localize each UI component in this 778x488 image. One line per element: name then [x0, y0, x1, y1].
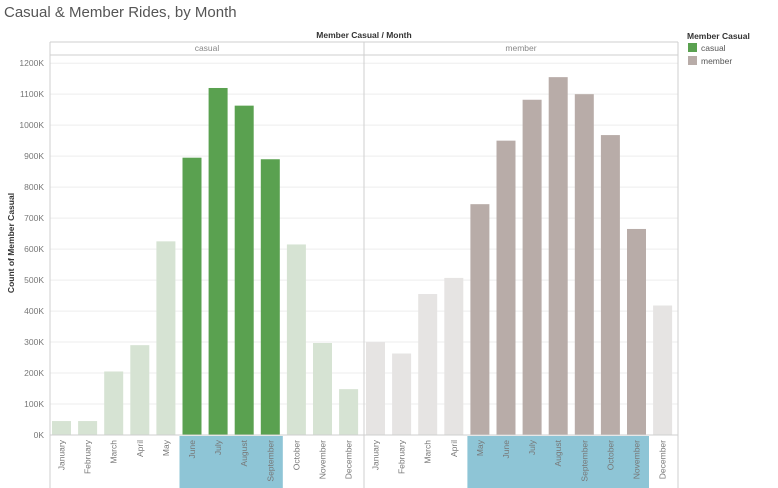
month-highlight-bands	[179, 436, 649, 488]
month-label: November	[632, 440, 642, 479]
bar-member-march	[418, 294, 438, 435]
month-label: August	[239, 439, 249, 466]
month-label: April	[449, 440, 459, 457]
column-header: Member Casual / Month	[316, 30, 411, 40]
y-tick-label: 100K	[24, 399, 44, 409]
bar-casual-march	[104, 371, 124, 435]
month-label: November	[318, 440, 328, 479]
month-label: February	[83, 439, 93, 474]
chart-title: Casual & Member Rides, by Month	[4, 4, 237, 21]
bar-member-june	[496, 140, 516, 435]
y-axis-title: Count of Member Casual	[6, 193, 16, 293]
bar-member-january	[366, 342, 385, 435]
bar-member-july	[522, 99, 542, 435]
bar-member-november	[627, 228, 646, 435]
panel-labels: casual member	[195, 43, 537, 53]
y-tick-label: 300K	[24, 337, 44, 347]
y-tick-label: 600K	[24, 244, 44, 254]
bar-casual-june	[182, 157, 202, 435]
month-label: June	[501, 440, 511, 459]
bar-casual-october	[286, 244, 306, 435]
bar-member-september	[574, 94, 594, 435]
y-tick-label: 200K	[24, 368, 44, 378]
month-label: October	[605, 440, 615, 470]
bars	[52, 77, 673, 436]
bar-casual-january	[52, 421, 71, 435]
bar-casual-december	[339, 389, 359, 435]
y-tick-label: 800K	[24, 182, 44, 192]
y-tick-label: 0K	[34, 430, 45, 440]
month-label: July	[527, 439, 537, 455]
month-label: May	[161, 439, 171, 456]
bar-member-february	[392, 353, 412, 435]
y-tick-label: 1000K	[19, 120, 44, 130]
y-tick-label: 900K	[24, 151, 44, 161]
month-label: July	[213, 439, 223, 455]
month-label: January	[57, 439, 67, 470]
month-label: September	[265, 440, 275, 482]
month-label: March	[109, 440, 119, 464]
bar-member-april	[444, 277, 464, 435]
legend-label-casual: casual	[701, 43, 726, 53]
month-label: June	[187, 440, 197, 459]
month-highlight-band	[179, 436, 283, 488]
bar-casual-november	[313, 342, 332, 435]
y-axis-ticks: 0K 100K 200K 300K 400K 500K 600K 700K 800K 900K 10…	[19, 58, 44, 440]
legend-swatch-casual	[688, 43, 697, 52]
month-label: April	[135, 440, 145, 457]
bar-casual-september	[260, 159, 280, 435]
month-label: December	[344, 440, 354, 479]
bar-casual-april	[130, 345, 150, 435]
y-tick-label: 500K	[24, 275, 44, 285]
month-label: February	[397, 439, 407, 474]
month-label: October	[291, 440, 301, 470]
panel-label-casual: casual	[195, 43, 220, 53]
bar-casual-february	[78, 421, 98, 435]
legend-label-member: member	[701, 56, 732, 66]
month-label: August	[553, 439, 563, 466]
bar-casual-july	[208, 87, 228, 435]
y-tick-label: 400K	[24, 306, 44, 316]
chart-frame	[49, 41, 679, 488]
bar-member-august	[548, 77, 568, 435]
bar-casual-may	[156, 241, 176, 435]
y-tick-label: 700K	[24, 213, 44, 223]
y-tick-label: 1200K	[19, 58, 44, 68]
month-label: March	[423, 440, 433, 464]
y-tick-label: 1100K	[20, 89, 44, 99]
bar-member-may	[470, 204, 490, 435]
month-label: December	[658, 440, 668, 479]
legend-swatch-member	[688, 56, 697, 65]
bar-member-october	[600, 135, 620, 436]
month-highlight-band	[467, 436, 649, 488]
month-label: May	[475, 439, 485, 456]
legend: Member Casual casual member	[687, 31, 750, 66]
panel-label-member: member	[505, 43, 536, 53]
month-label: September	[579, 440, 589, 482]
month-label: January	[371, 439, 381, 470]
legend-title: Member Casual	[687, 31, 750, 41]
x-axis-month-labels: January February March April May June July Augu…	[57, 439, 668, 481]
bar-casual-august	[234, 105, 254, 436]
bar-member-december	[653, 305, 673, 435]
